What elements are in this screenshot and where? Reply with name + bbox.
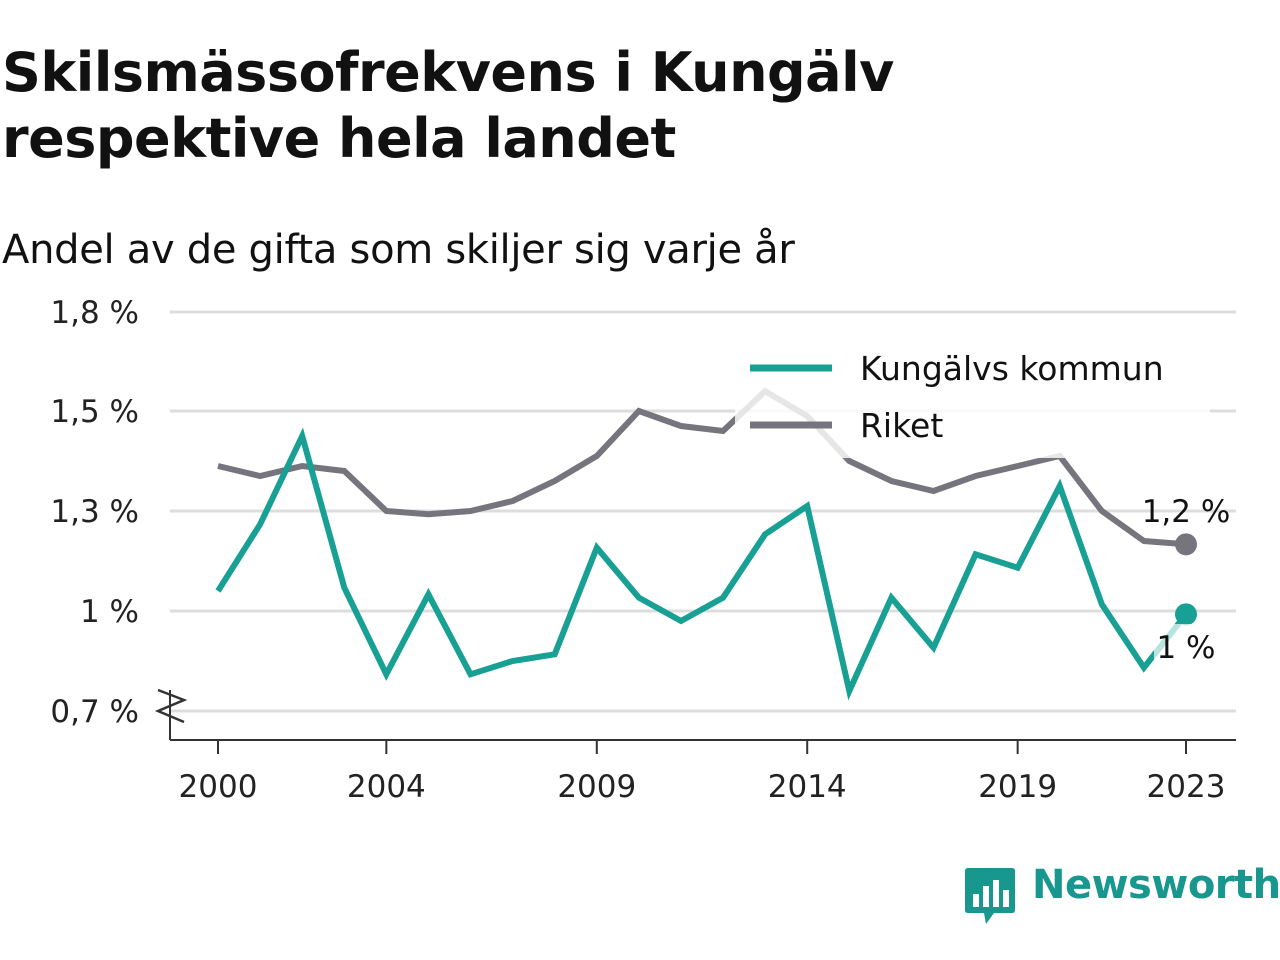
x-tick-label: 2009 [557,769,636,805]
x-axis: 2000 2004 2009 2014 2019 2023 [154,688,1236,805]
x-tick-label: 2019 [978,769,1057,805]
end-label-riket: 1,2 % [1142,494,1231,530]
chart-subtitle: Andel av de gifta som skiljer sig varje … [2,227,795,273]
title-line-2: respektive hela landet [2,107,676,170]
y-tick-label: 1,5 % [50,394,139,430]
x-tick-label: 2023 [1147,769,1226,805]
brand-name: Newsworthy [1032,862,1280,908]
end-point [1175,603,1197,626]
end-label-bg [1154,624,1218,664]
legend: Kungälvs kommun Riket [735,340,1210,458]
legend-label: Kungälvs kommun [860,349,1164,388]
legend-label: Riket [860,406,943,445]
x-tick-label: 2014 [768,769,847,805]
newsworthy-logo-icon [965,868,1015,924]
y-axis-ticks: 0,7 % 1 % 1,3 % 1,5 % 1,8 % [50,295,139,730]
y-tick-label: 1,8 % [50,295,139,331]
legend-background [735,340,1210,458]
x-tick-label: 2004 [347,769,426,805]
end-labels: 1,2 % 1 % [1142,494,1231,666]
x-tick-label: 2000 [179,769,258,805]
end-point [1175,533,1197,556]
series-lines [215,387,1197,701]
chart-title: Skilsmässofrekvens i Kungälv respektive … [2,40,1272,172]
title-line-1: Skilsmässofrekvens i Kungälv [2,41,894,104]
y-tick-label: 1,3 % [50,494,139,530]
end-label-kungalv: 1 % [1156,630,1215,666]
axis-break-icon [154,688,188,724]
y-tick-label: 1 % [80,594,139,630]
y-tick-label: 0,7 % [50,694,139,730]
series-line-riket [217,387,1187,548]
series-line-kungälvs-kommun [215,427,1189,701]
